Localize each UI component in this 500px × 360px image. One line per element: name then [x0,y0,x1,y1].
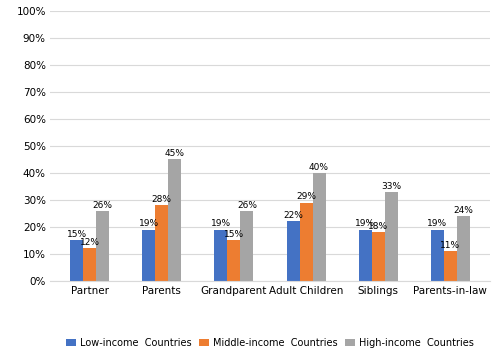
Text: 15%: 15% [66,230,87,239]
Text: 19%: 19% [355,220,376,229]
Text: 24%: 24% [454,206,473,215]
Legend: Low-income  Countries, Middle-income  Countries, High-income  Countries: Low-income Countries, Middle-income Coun… [62,334,478,352]
Bar [168,159,181,281]
Text: 33%: 33% [381,181,401,191]
Text: 11%: 11% [440,241,460,250]
Bar [96,211,109,281]
Text: 19%: 19% [211,220,231,229]
Text: 22%: 22% [283,211,303,220]
Text: 19%: 19% [428,220,448,229]
Text: 26%: 26% [92,201,112,210]
Text: 40%: 40% [309,163,329,172]
Bar [70,240,83,281]
Bar [372,232,384,281]
Bar [228,240,240,281]
Text: 28%: 28% [152,195,172,204]
Text: 12%: 12% [80,238,100,247]
Bar [214,230,228,281]
Bar [457,216,470,281]
Bar [240,211,254,281]
Text: 15%: 15% [224,230,244,239]
Text: 18%: 18% [368,222,388,231]
Bar [286,221,300,281]
Bar [142,230,156,281]
Bar [384,192,398,281]
Text: 26%: 26% [237,201,257,210]
Bar [444,251,457,281]
Bar [431,230,444,281]
Text: 19%: 19% [139,220,159,229]
Text: 29%: 29% [296,192,316,202]
Bar [358,230,372,281]
Bar [300,202,312,281]
Bar [312,173,326,281]
Bar [156,205,168,281]
Bar [83,248,96,281]
Text: 45%: 45% [165,149,185,158]
